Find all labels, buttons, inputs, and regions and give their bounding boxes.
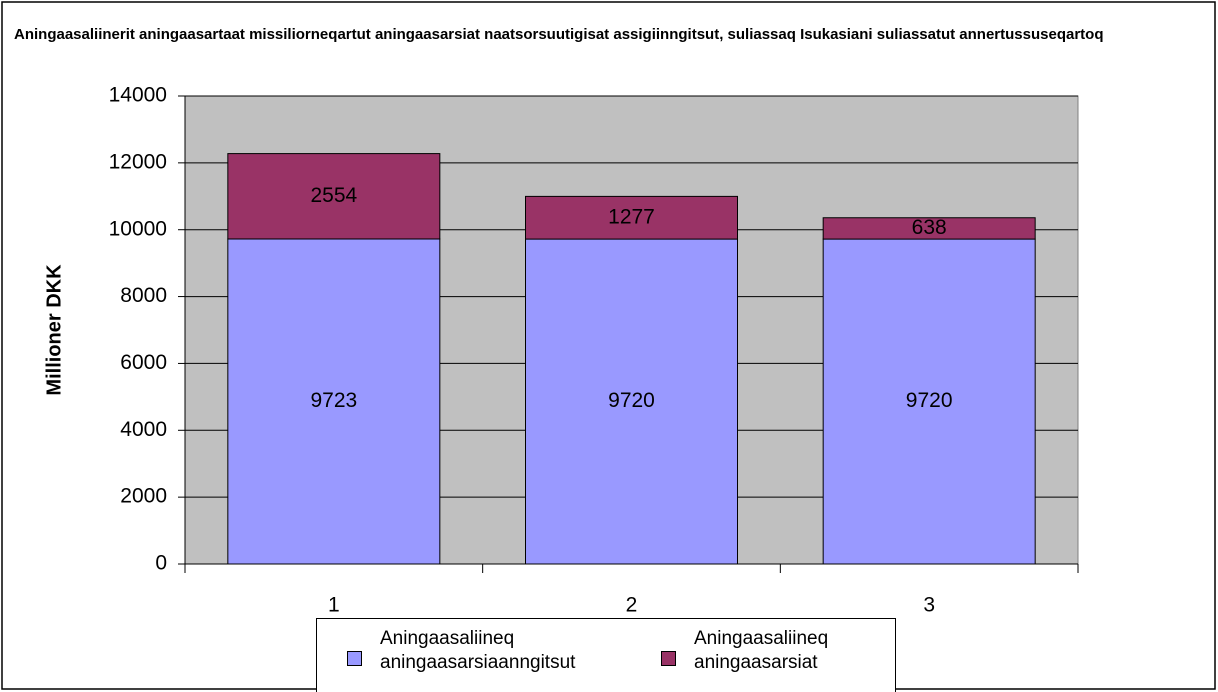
y-tick-label: 12000 xyxy=(109,150,167,173)
data-label: 9723 xyxy=(310,389,357,412)
bar-segment xyxy=(227,238,441,565)
y-axis-label: Millioner DKK xyxy=(43,264,65,396)
x-tick-label: 2 xyxy=(626,594,638,617)
legend-swatch xyxy=(661,650,676,666)
x-tick-label: 1 xyxy=(328,594,340,617)
y-tick-label: 0 xyxy=(155,552,167,575)
legend-item: Aningaasaliineq aningaasarsiat xyxy=(661,627,904,675)
bar-segment xyxy=(227,153,441,240)
y-tick-label: 8000 xyxy=(120,284,167,307)
data-label: 2554 xyxy=(310,184,357,207)
legend-item: Aningaasaliineq aningaasarsiaanngitsut xyxy=(347,627,590,675)
x-tick-label: 3 xyxy=(923,594,935,617)
data-label: 638 xyxy=(912,216,947,239)
y-tick-label: 6000 xyxy=(120,351,167,374)
bar-segment xyxy=(525,238,738,565)
y-tick-label: 4000 xyxy=(120,418,167,441)
legend: Aningaasaliineq aningaasarsiaanngitsut An… xyxy=(316,618,896,692)
data-label: 9720 xyxy=(906,389,953,412)
bar-segment xyxy=(822,217,1036,240)
y-tick-label: 10000 xyxy=(109,217,167,240)
legend-swatch xyxy=(347,650,362,666)
data-label: 1277 xyxy=(608,205,655,228)
legend-label: Aningaasaliineq aningaasarsiat xyxy=(694,628,829,673)
chart-title: Aningaasaliinerit aningaasartaat missili… xyxy=(14,26,1104,43)
data-label: 9720 xyxy=(608,389,655,412)
legend-label: Aningaasaliineq aningaasarsiaanngitsut xyxy=(380,628,576,673)
bar-segment xyxy=(822,238,1036,565)
bar-segment xyxy=(525,195,738,240)
y-tick-label: 14000 xyxy=(109,84,167,107)
y-tick-label: 2000 xyxy=(120,485,167,508)
